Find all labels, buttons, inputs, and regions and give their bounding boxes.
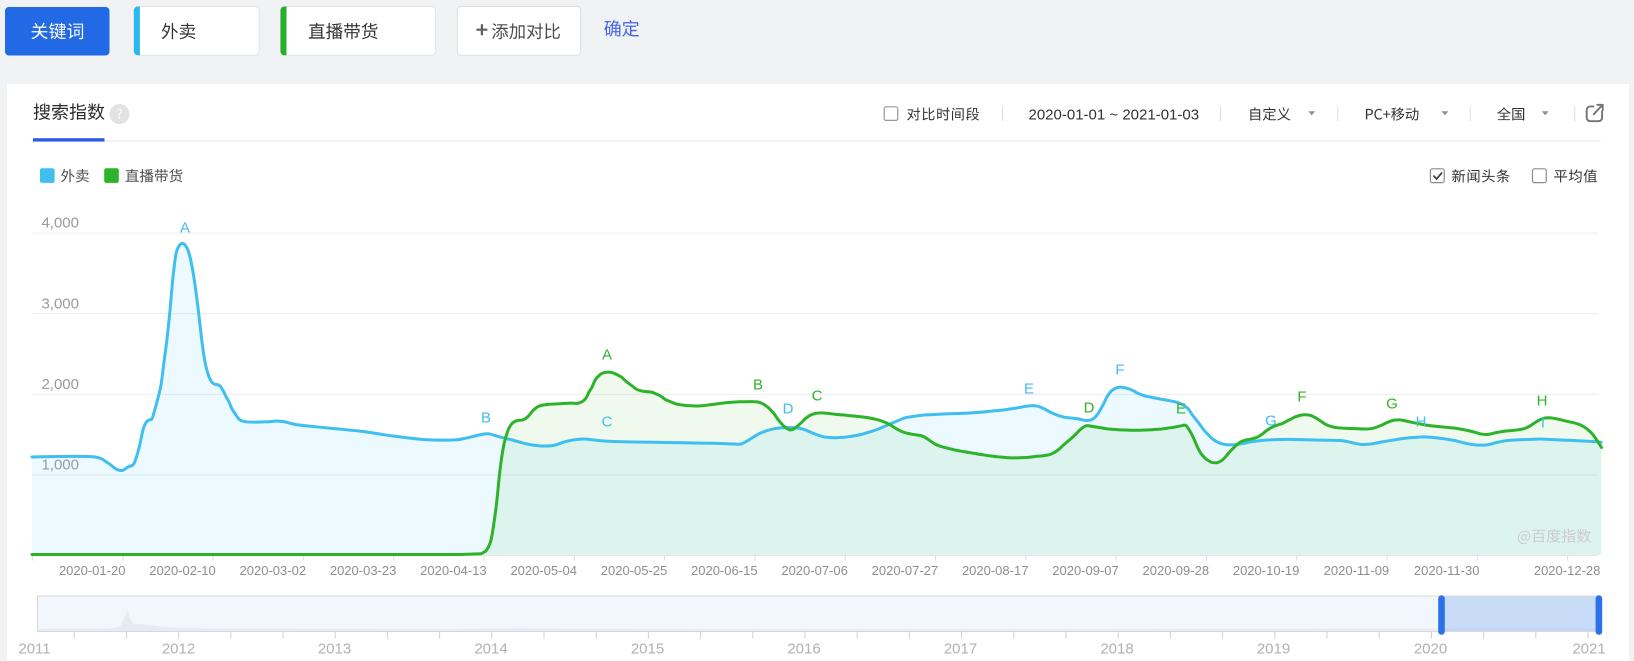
svg-text:2017: 2017 xyxy=(944,641,977,658)
svg-text:D: D xyxy=(783,401,794,418)
svg-text:E: E xyxy=(1176,401,1186,418)
svg-text:B: B xyxy=(481,410,491,427)
svg-text:2020-06-15: 2020-06-15 xyxy=(691,563,758,578)
svg-text:G: G xyxy=(1265,413,1277,430)
svg-text:D: D xyxy=(1084,400,1095,417)
svg-text:2020-02-10: 2020-02-10 xyxy=(149,563,216,578)
svg-text:2020-09-28: 2020-09-28 xyxy=(1143,563,1210,578)
svg-text:F: F xyxy=(1115,362,1124,379)
svg-text:H: H xyxy=(1537,393,1548,410)
svg-text:C: C xyxy=(812,388,823,405)
svg-text:A: A xyxy=(180,220,190,237)
svg-text:C: C xyxy=(602,414,613,431)
svg-text:2020-05-25: 2020-05-25 xyxy=(601,563,668,578)
svg-text:2020-07-06: 2020-07-06 xyxy=(781,563,848,578)
svg-text:H: H xyxy=(1416,414,1427,431)
svg-text:2020-01-20: 2020-01-20 xyxy=(59,563,126,578)
svg-text:2020-03-02: 2020-03-02 xyxy=(240,563,307,578)
svg-text:2021: 2021 xyxy=(1572,641,1605,658)
svg-text:1,000: 1,000 xyxy=(41,457,79,474)
svg-text:2015: 2015 xyxy=(631,641,664,658)
svg-text:F: F xyxy=(1297,389,1306,406)
svg-text:2020: 2020 xyxy=(1414,641,1447,658)
svg-text:2020-10-19: 2020-10-19 xyxy=(1233,563,1300,578)
svg-text:2011: 2011 xyxy=(18,641,50,658)
svg-text:2020-05-04: 2020-05-04 xyxy=(510,563,577,578)
svg-text:2020-08-17: 2020-08-17 xyxy=(962,563,1029,578)
svg-text:2018: 2018 xyxy=(1100,641,1133,658)
svg-text:E: E xyxy=(1024,381,1034,398)
svg-text:2020-11-09: 2020-11-09 xyxy=(1324,563,1390,578)
svg-text:3,000: 3,000 xyxy=(41,295,79,312)
svg-text:2013: 2013 xyxy=(318,641,351,658)
svg-text:4,000: 4,000 xyxy=(41,215,79,232)
svg-text:2020-11-30: 2020-11-30 xyxy=(1414,563,1480,578)
svg-text:2016: 2016 xyxy=(787,641,820,658)
svg-text:2020-09-07: 2020-09-07 xyxy=(1052,563,1119,578)
svg-text:A: A xyxy=(602,347,612,364)
svg-text:2020-12-28: 2020-12-28 xyxy=(1534,563,1601,578)
svg-text:G: G xyxy=(1386,396,1398,413)
svg-text:I: I xyxy=(1541,415,1545,432)
svg-text:2019: 2019 xyxy=(1257,641,1290,658)
svg-text:2020-04-13: 2020-04-13 xyxy=(420,563,487,578)
svg-text:2012: 2012 xyxy=(162,641,195,658)
svg-text:2,000: 2,000 xyxy=(41,376,79,393)
svg-text:B: B xyxy=(753,377,763,394)
svg-text:2020-03-23: 2020-03-23 xyxy=(330,563,397,578)
svg-text:2020-01-01 ~ 2021-01-03: 2020-01-01 ~ 2021-01-03 xyxy=(1029,107,1200,124)
svg-text:2020-07-27: 2020-07-27 xyxy=(872,563,939,578)
svg-text:2014: 2014 xyxy=(474,641,507,658)
